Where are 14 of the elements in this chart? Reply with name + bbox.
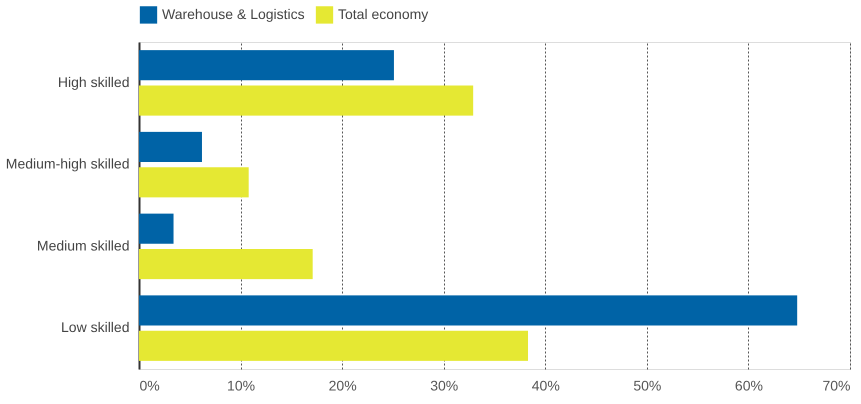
x-tick-label: 50% (633, 378, 662, 394)
x-tick-label: 70% (822, 378, 850, 394)
y-tick-label: Medium-high skilled (6, 156, 130, 172)
y-tick-label: High skilled (58, 74, 130, 90)
legend-label: Total economy (338, 6, 428, 22)
x-tick-label: 10% (227, 378, 256, 394)
x-tick-label: 60% (734, 378, 763, 394)
x-tick-label: 40% (532, 378, 560, 394)
y-tick-label: Low skilled (61, 319, 130, 336)
x-tick-label: 0% (140, 378, 160, 394)
x-tick-label: 30% (430, 378, 458, 394)
y-tick-label: Medium skilled (36, 237, 130, 254)
x-tick-label: 20% (328, 378, 357, 394)
legend-label: Warehouse & Logistics (162, 6, 305, 22)
